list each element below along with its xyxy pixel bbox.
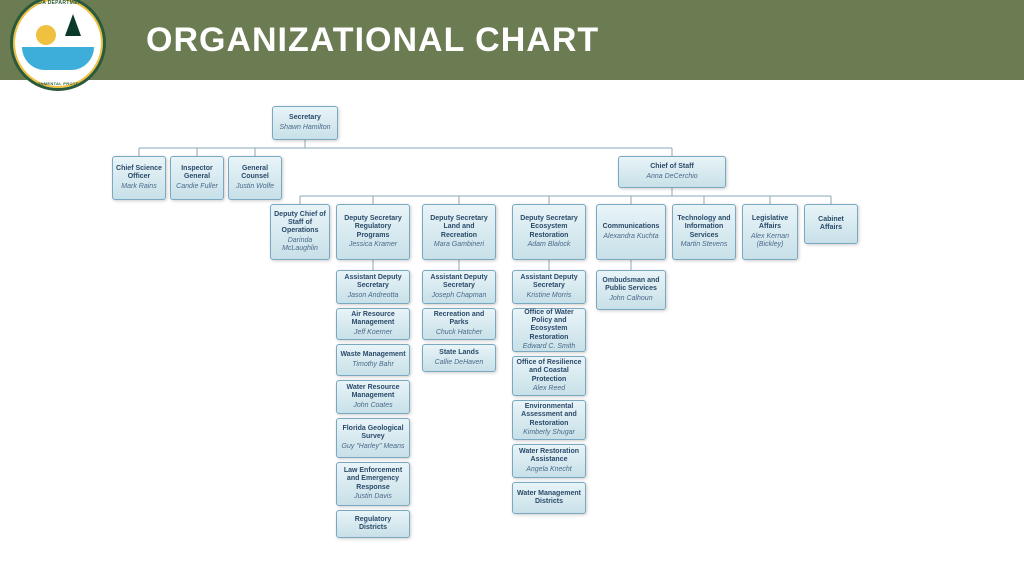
- org-node-leer: Law Enforcement and Emergency Response Ju…: [336, 462, 410, 506]
- node-name: Jason Andreotta: [340, 292, 406, 300]
- org-node-ads3: Assistant Deputy Secretary Kristine Morri…: [512, 270, 586, 304]
- node-name: Guy "Harley" Means: [340, 443, 406, 451]
- node-title: Office of Resilience and Coastal Protect…: [516, 359, 582, 383]
- node-title: Assistant Deputy Secretary: [426, 274, 492, 290]
- node-name: Edward C. Smith: [516, 343, 582, 351]
- org-node-wra: Water Restoration Assistance Angela Knech…: [512, 444, 586, 478]
- org-node-gc: General Counsel Justin Wolfe: [228, 156, 282, 200]
- org-node-secretary: Secretary Shawn Hamilton: [272, 106, 338, 140]
- node-title: Water Resource Management: [340, 384, 406, 400]
- org-node-dsrp: Deputy Secretary Regulatory Programs Jess…: [336, 204, 410, 260]
- org-node-dser: Deputy Secretary Ecosystem Restoration Ad…: [512, 204, 586, 260]
- org-node-owper: Office of Water Policy and Ecosystem Res…: [512, 308, 586, 352]
- node-name: Kristine Morris: [516, 292, 582, 300]
- node-name: Joseph Chapman: [426, 292, 492, 300]
- org-node-sl: State Lands Callie DeHaven: [422, 344, 496, 372]
- node-title: Environmental Assessment and Restoration: [516, 403, 582, 427]
- org-node-ops: Ombudsman and Public Services John Calhou…: [596, 270, 666, 310]
- node-name: Darinda McLaughlin: [274, 237, 326, 253]
- node-title: Communications: [600, 223, 662, 231]
- node-title: Law Enforcement and Emergency Response: [340, 467, 406, 491]
- org-node-wmd: Water Management Districts: [512, 482, 586, 514]
- org-node-wm: Waste Management Timothy Bahr: [336, 344, 410, 376]
- node-title: State Lands: [426, 349, 492, 357]
- org-node-cos: Chief of Staff Anna DeCerchio: [618, 156, 726, 188]
- node-name: Shawn Hamilton: [276, 124, 334, 132]
- node-title: Cabinet Affairs: [808, 216, 854, 232]
- org-chart: Secretary Shawn Hamilton Chief Science Off…: [0, 98, 1024, 576]
- org-node-ads1: Assistant Deputy Secretary Jason Andreott…: [336, 270, 410, 304]
- node-title: Office of Water Policy and Ecosystem Res…: [516, 309, 582, 341]
- org-node-ads2: Assistant Deputy Secretary Joseph Chapman: [422, 270, 496, 304]
- org-node-wrm: Water Resource Management John Coates: [336, 380, 410, 414]
- node-name: Alex Kernan (Bickley): [746, 233, 794, 249]
- org-node-ca: Cabinet Affairs: [804, 204, 858, 244]
- node-name: Mara Gambineri: [426, 241, 492, 249]
- node-name: Alexandra Kuchta: [600, 233, 662, 241]
- node-name: Jessica Kramer: [340, 241, 406, 249]
- node-title: Recreation and Parks: [426, 311, 492, 327]
- node-name: Mark Rains: [116, 183, 162, 191]
- node-name: John Coates: [340, 402, 406, 410]
- org-node-cso: Chief Science Officer Mark Rains: [112, 156, 166, 200]
- node-name: Angela Knecht: [516, 466, 582, 474]
- node-title: Chief of Staff: [622, 163, 722, 171]
- node-title: Waste Management: [340, 351, 406, 359]
- org-node-tis: Technology and Information Services Marti…: [672, 204, 736, 260]
- node-title: Water Management Districts: [516, 490, 582, 506]
- node-title: Inspector General: [174, 165, 220, 181]
- org-node-dslr: Deputy Secretary Land and Recreation Mara…: [422, 204, 496, 260]
- node-title: Assistant Deputy Secretary: [516, 274, 582, 290]
- dep-seal-logo: FLORIDA DEPARTMENT OF ENVIRONMENTAL PROT…: [10, 0, 106, 91]
- node-title: Water Restoration Assistance: [516, 448, 582, 464]
- node-name: Justin Wolfe: [232, 183, 278, 191]
- node-name: Timothy Bahr: [340, 361, 406, 369]
- node-title: Ombudsman and Public Services: [600, 277, 662, 293]
- org-node-orcp: Office of Resilience and Coastal Protect…: [512, 356, 586, 396]
- node-title: Technology and Information Services: [676, 215, 732, 239]
- org-node-arm: Air Resource Management Jeff Koerner: [336, 308, 410, 340]
- node-title: Deputy Secretary Regulatory Programs: [340, 215, 406, 239]
- node-title: Assistant Deputy Secretary: [340, 274, 406, 290]
- org-node-la: Legislative Affairs Alex Kernan (Bickley): [742, 204, 798, 260]
- node-name: Adam Blalock: [516, 241, 582, 249]
- header-bar: FLORIDA DEPARTMENT OF ENVIRONMENTAL PROT…: [0, 0, 1024, 80]
- node-title: Deputy Secretary Ecosystem Restoration: [516, 215, 582, 239]
- node-name: John Calhoun: [600, 295, 662, 303]
- org-node-fgs: Florida Geological Survey Guy "Harley" Me…: [336, 418, 410, 458]
- page-title: ORGANIZATIONAL CHART: [146, 21, 599, 60]
- org-node-dcos: Deputy Chief of Staff of Operations Darin…: [270, 204, 330, 260]
- node-title: Deputy Secretary Land and Recreation: [426, 215, 492, 239]
- node-name: Anna DeCerchio: [622, 173, 722, 181]
- node-title: Regulatory Districts: [340, 516, 406, 532]
- node-name: Martin Stevens: [676, 241, 732, 249]
- seal-text-top: FLORIDA DEPARTMENT OF: [13, 0, 103, 6]
- node-name: Callie DeHaven: [426, 359, 492, 367]
- org-node-rd: Regulatory Districts: [336, 510, 410, 538]
- node-title: Secretary: [276, 114, 334, 122]
- org-node-comm: Communications Alexandra Kuchta: [596, 204, 666, 260]
- node-title: Legislative Affairs: [746, 215, 794, 231]
- org-node-ear: Environmental Assessment and Restoration…: [512, 400, 586, 440]
- node-title: Air Resource Management: [340, 311, 406, 327]
- node-title: Florida Geological Survey: [340, 425, 406, 441]
- node-title: Chief Science Officer: [116, 165, 162, 181]
- node-title: Deputy Chief of Staff of Operations: [274, 211, 326, 235]
- node-name: Kimberly Shugar: [516, 429, 582, 437]
- node-name: Chuck Hatcher: [426, 329, 492, 337]
- seal-text-bottom: ENVIRONMENTAL PROTECTION: [13, 81, 103, 86]
- node-name: Justin Davis: [340, 493, 406, 501]
- org-node-rp: Recreation and Parks Chuck Hatcher: [422, 308, 496, 340]
- node-title: General Counsel: [232, 165, 278, 181]
- org-node-ig: Inspector General Candie Fuller: [170, 156, 224, 200]
- node-name: Alex Reed: [516, 385, 582, 393]
- node-name: Jeff Koerner: [340, 329, 406, 337]
- node-name: Candie Fuller: [174, 183, 220, 191]
